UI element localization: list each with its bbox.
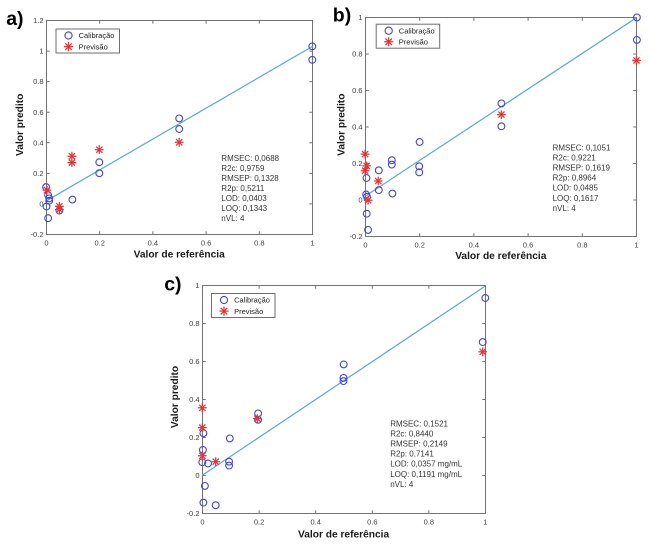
svg-text:RMSEP: 0,1328: RMSEP: 0,1328 [221,174,279,183]
svg-text:0.2: 0.2 [414,240,424,249]
svg-text:0.4: 0.4 [33,138,43,147]
svg-text:0: 0 [44,238,48,247]
svg-text:RMSEC: 0,1521: RMSEC: 0,1521 [390,420,448,429]
svg-text:R2c: 0,9221: R2c: 0,9221 [553,154,597,163]
svg-text:nVL: 4: nVL: 4 [553,204,577,213]
svg-text:0: 0 [358,196,362,205]
svg-text:0.4: 0.4 [352,123,362,132]
svg-text:1: 1 [634,240,638,249]
svg-text:1: 1 [195,281,199,290]
svg-text:1.2: 1.2 [33,16,43,25]
svg-text:0.2: 0.2 [352,159,362,168]
svg-text:LOD: 0,0357 mg/mL: LOD: 0,0357 mg/mL [390,460,463,469]
svg-text:0.4: 0.4 [189,395,199,404]
svg-text:R2p: 0,8964: R2p: 0,8964 [553,174,597,183]
svg-text:LOD: 0,0403: LOD: 0,0403 [221,194,267,203]
svg-text:0.6: 0.6 [189,357,199,366]
svg-text:0.8: 0.8 [352,50,362,59]
svg-text:Valor de referência: Valor de referência [455,251,547,262]
svg-text:1: 1 [39,47,43,56]
svg-text:RMSEC: 0,0688: RMSEC: 0,0688 [221,154,279,163]
svg-text:0.4: 0.4 [469,240,479,249]
svg-text:0.8: 0.8 [33,77,43,86]
svg-text:a): a) [6,8,23,30]
svg-text:Valor de referência: Valor de referência [134,250,226,261]
svg-text:R2c: 0,9759: R2c: 0,9759 [221,164,265,173]
svg-text:Calibração: Calibração [234,296,270,305]
svg-text:Calibração: Calibração [79,31,115,40]
svg-text:-0.2: -0.2 [187,509,200,518]
svg-text:1: 1 [310,238,314,247]
svg-text:Previsão: Previsão [234,307,263,316]
svg-text:nVL: 4: nVL: 4 [390,480,414,489]
svg-text:0.8: 0.8 [189,319,199,328]
svg-text:RMSEP: 0,2149: RMSEP: 0,2149 [390,440,448,449]
svg-text:LOQ: 0,1343: LOQ: 0,1343 [221,204,267,213]
svg-text:0.2: 0.2 [94,238,104,247]
svg-text:c): c) [164,274,181,296]
svg-text:R2p: 0,7141: R2p: 0,7141 [390,450,434,459]
svg-text:0.6: 0.6 [367,517,377,526]
svg-text:R2p: 0,5211: R2p: 0,5211 [221,184,265,193]
svg-text:Valor predito: Valor predito [336,94,347,156]
svg-text:Previsão: Previsão [79,42,108,51]
svg-text:0.2: 0.2 [33,169,43,178]
svg-text:0.8: 0.8 [254,238,264,247]
svg-text:RMSEP: 0,1619: RMSEP: 0,1619 [553,164,611,173]
svg-text:-0.2: -0.2 [31,230,44,239]
svg-text:LOD: 0,0485: LOD: 0,0485 [553,184,599,193]
svg-text:Valor predito: Valor predito [15,94,26,156]
svg-text:b): b) [333,5,351,27]
svg-text:R2c: 0,8440: R2c: 0,8440 [390,430,434,439]
svg-text:Previsão: Previsão [399,38,428,47]
svg-text:Valor predito: Valor predito [170,366,181,428]
svg-text:0.4: 0.4 [148,238,158,247]
svg-text:0.6: 0.6 [523,240,533,249]
svg-text:RMSEC: 0,1051: RMSEC: 0,1051 [553,144,611,153]
svg-text:1: 1 [358,13,362,22]
svg-text:nVL: 4: nVL: 4 [221,214,245,223]
svg-text:LOQ: 0,1191 mg/mL: LOQ: 0,1191 mg/mL [390,470,462,479]
svg-text:0.2: 0.2 [254,517,264,526]
svg-text:0: 0 [200,517,204,526]
svg-text:1: 1 [483,517,487,526]
svg-text:0: 0 [363,240,367,249]
svg-text:0.6: 0.6 [201,238,211,247]
svg-text:Valor de referência: Valor de referência [298,530,390,541]
svg-text:0: 0 [39,200,43,209]
svg-text:LOQ: 0,1617: LOQ: 0,1617 [553,194,599,203]
svg-text:0.8: 0.8 [424,517,434,526]
svg-text:0.8: 0.8 [577,240,587,249]
svg-text:-0.2: -0.2 [350,232,363,241]
svg-text:0.2: 0.2 [189,433,199,442]
svg-text:0.6: 0.6 [352,86,362,95]
svg-text:0.4: 0.4 [310,517,320,526]
svg-text:0: 0 [195,471,199,480]
svg-text:0.6: 0.6 [33,108,43,117]
svg-text:Calibração: Calibração [399,26,435,35]
